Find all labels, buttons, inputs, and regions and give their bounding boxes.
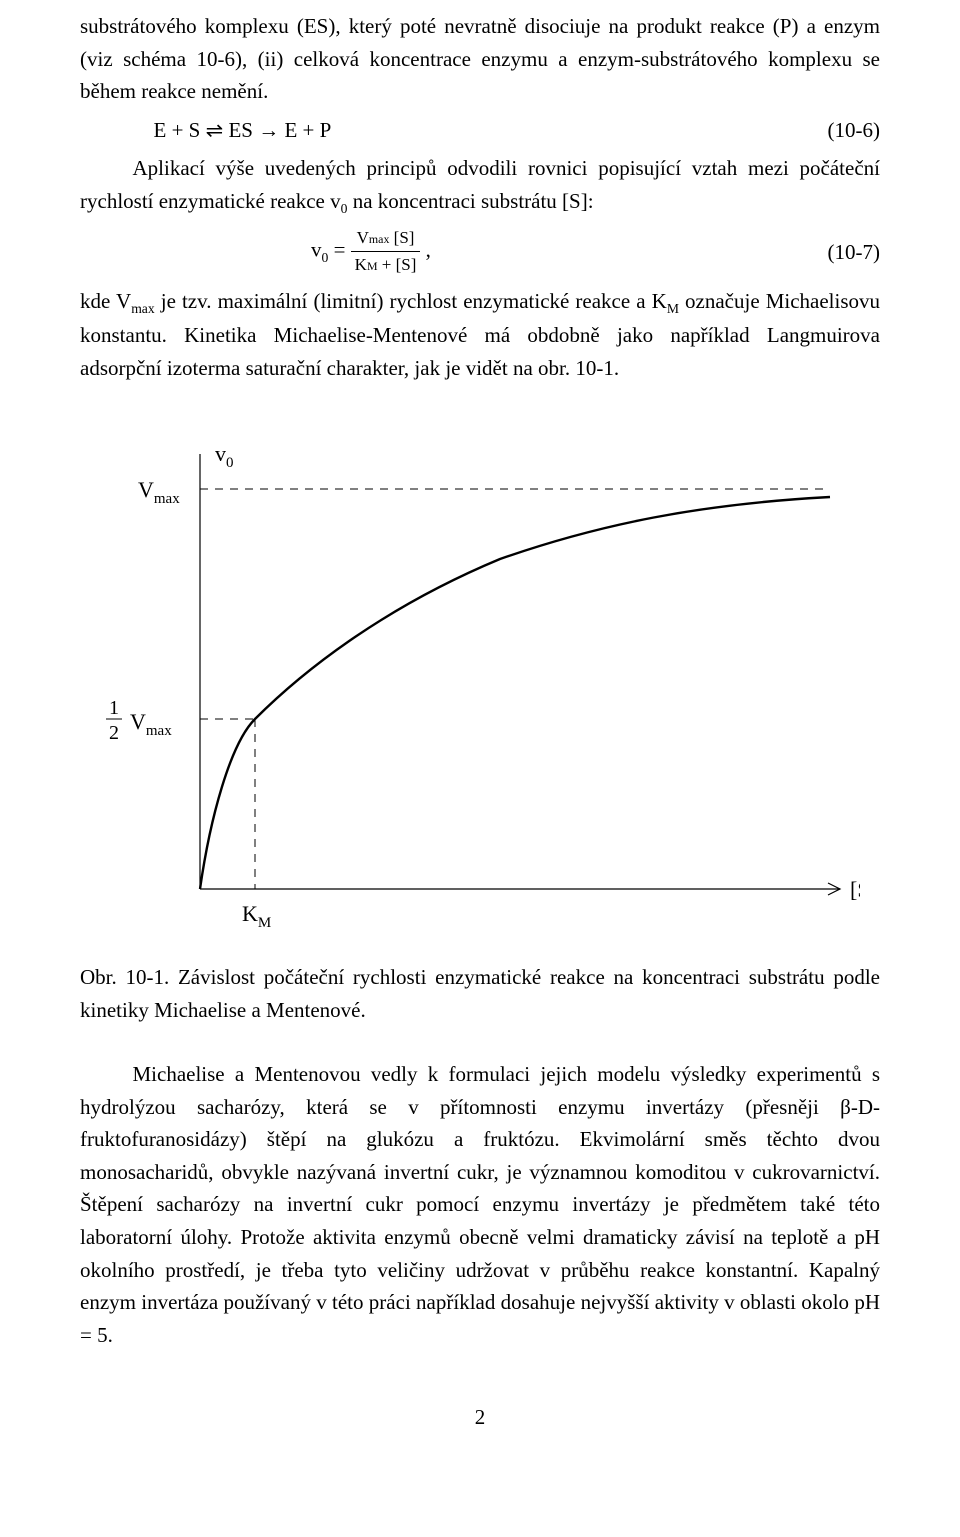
- equation-mm: v0 = Vmax [S] KM + [S] , (10-7): [80, 225, 880, 279]
- eq-kinetic-label: (10-6): [790, 114, 880, 147]
- para3-a: kde V: [80, 289, 131, 313]
- eq-kinetic-text: E + S ⇌ ES → E + P: [80, 114, 790, 147]
- frac-den-b: + [S]: [378, 255, 417, 274]
- paragraph-4: Michaelise a Mentenovou vedly k formulac…: [80, 1058, 880, 1351]
- paragraph-2: Aplikací výše uvedených principů odvodil…: [80, 152, 880, 219]
- figure-10-1: v0 Vmax 1 2 Vmax KM [S] Obr. 10-1. Závis…: [80, 419, 880, 1026]
- paragraph-1: substrátového komplexu (ES), který poté …: [80, 10, 880, 108]
- km-label: KM: [242, 901, 271, 931]
- figure-caption: Obr. 10-1. Závislost počáteční rychlosti…: [80, 961, 880, 1026]
- vmax-label: Vmax: [138, 477, 180, 507]
- page-number: 2: [80, 1401, 880, 1434]
- eq-mm-frac: Vmax [S] KM + [S]: [351, 225, 421, 279]
- para3-b: je tzv. maximální (limitní) rychlost enz…: [155, 289, 667, 313]
- frac-num-a: V: [357, 228, 369, 247]
- paragraph-3: kde Vmax je tzv. maximální (limitní) ryc…: [80, 285, 880, 384]
- eq-comma: ,: [426, 238, 431, 262]
- half-vmax-label: Vmax: [130, 709, 172, 739]
- mm-chart: v0 Vmax 1 2 Vmax KM [S]: [80, 419, 860, 939]
- half-frac-num: 1: [109, 697, 119, 719]
- frac-num-sub: max: [369, 232, 389, 246]
- mm-curve: [200, 497, 830, 889]
- frac-den-a: K: [355, 255, 367, 274]
- frac-num-b: [S]: [389, 228, 414, 247]
- para3-s2: M: [667, 301, 679, 316]
- x-axis-label: [S]: [850, 877, 860, 902]
- half-frac-den: 2: [109, 722, 119, 744]
- frac-den-sub: M: [367, 259, 378, 273]
- y-axis-label: v0: [215, 441, 234, 471]
- eq-mm-label: (10-7): [790, 236, 880, 269]
- para2-b: na koncentraci substrátu [S]:: [347, 189, 593, 213]
- eq-mm-lhs-sub: 0: [322, 250, 329, 265]
- para3-s1: max: [131, 301, 155, 316]
- equation-kinetic: E + S ⇌ ES → E + P (10-6): [80, 114, 880, 147]
- eq-mm-lhs: v: [311, 238, 322, 262]
- eq-mm-body: v0 = Vmax [S] KM + [S] ,: [80, 225, 790, 279]
- eq-equals: =: [334, 238, 351, 262]
